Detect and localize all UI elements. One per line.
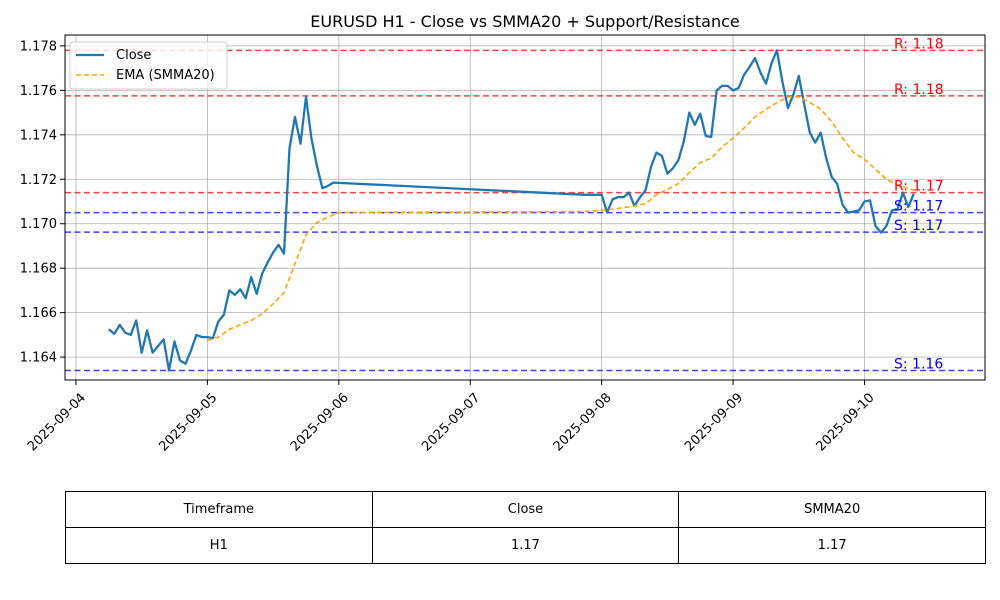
grid bbox=[65, 35, 985, 380]
y-tick-label: 1.178 bbox=[20, 39, 57, 54]
y-tick-label: 1.166 bbox=[20, 306, 57, 321]
series bbox=[108, 49, 915, 372]
y-tick-label: 1.168 bbox=[20, 262, 57, 277]
legend: Close EMA (SMMA20) bbox=[69, 41, 228, 90]
legend-label-close: Close bbox=[116, 48, 151, 63]
ema-series-line bbox=[207, 96, 915, 342]
plot-frame bbox=[64, 34, 986, 381]
table-header-close: Close bbox=[371, 491, 680, 528]
y-tick-label: 1.172 bbox=[20, 173, 57, 188]
table-cell-timeframe: H1 bbox=[65, 527, 373, 564]
x-tick-label: 2025-09-08 bbox=[551, 390, 615, 454]
resistance-label: R: 1.18 bbox=[894, 82, 944, 98]
table-cell-close: 1.17 bbox=[371, 527, 680, 564]
y-tick-label: 1.174 bbox=[20, 128, 57, 143]
support-label: S: 1.16 bbox=[894, 356, 943, 372]
axes: 2025-09-04 2025-09-05 2025-09-06 2025-09-07… bbox=[20, 39, 878, 454]
y-tick-label: 1.170 bbox=[20, 217, 57, 232]
support-label: S: 1.17 bbox=[894, 199, 943, 215]
table-row: H1 1.17 1.17 bbox=[65, 527, 986, 564]
y-tick-label: 1.164 bbox=[20, 351, 57, 366]
table-cell-smma20: 1.17 bbox=[678, 527, 986, 564]
legend-box bbox=[69, 41, 228, 90]
x-tick-label: 2025-09-06 bbox=[288, 390, 352, 454]
chart: EURUSD H1 - Close vs SMMA20 + Support/Re… bbox=[20, 12, 986, 454]
x-tick-label: 2025-09-07 bbox=[419, 390, 483, 454]
level-labels: R: 1.18 R: 1.18 R: 1.17 S: 1.17 S: 1.17 S: 1.… bbox=[894, 36, 944, 372]
x-tick-label: 2025-09-09 bbox=[682, 390, 746, 454]
chart-title: EURUSD H1 - Close vs SMMA20 + Support/Re… bbox=[310, 12, 739, 31]
table-header-row: Timeframe Close SMMA20 bbox=[65, 491, 986, 528]
support-label: S: 1.17 bbox=[894, 218, 943, 234]
table-header-timeframe: Timeframe bbox=[65, 491, 373, 528]
resistance-label: R: 1.18 bbox=[894, 36, 944, 52]
legend-label-ema: EMA (SMMA20) bbox=[116, 68, 215, 83]
table-header-smma20: SMMA20 bbox=[678, 491, 986, 528]
x-tick-label: 2025-09-04 bbox=[25, 390, 89, 454]
close-series-line bbox=[108, 49, 915, 372]
summary-table: Timeframe Close SMMA20 H1 1.17 1.17 bbox=[65, 491, 986, 564]
resistance-label: R: 1.17 bbox=[894, 179, 944, 195]
y-tick-label: 1.176 bbox=[20, 84, 57, 99]
x-tick-label: 2025-09-10 bbox=[814, 390, 878, 454]
x-tick-label: 2025-09-05 bbox=[156, 390, 220, 454]
